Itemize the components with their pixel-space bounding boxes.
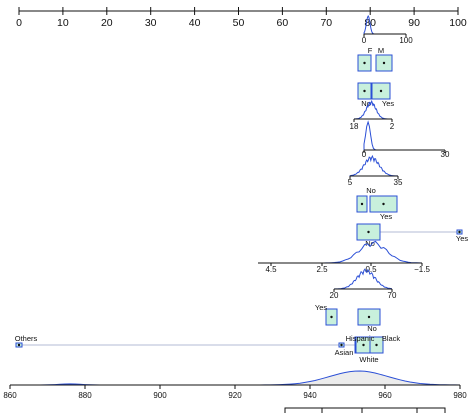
level-label: White (359, 355, 378, 364)
points-axis-tick-label: 30 (145, 17, 157, 29)
variable-row-12: Others Asian Hispanic White Black (15, 334, 401, 364)
total-axis-tick-label: 980 (453, 391, 467, 400)
level-label: Yes (456, 234, 468, 243)
level-point (458, 230, 461, 234)
density-curve (333, 268, 393, 290)
variable-row-7: No Yes (356, 186, 398, 221)
points-axis-tick-label: 10 (57, 17, 69, 29)
variable-row-4: 18 2 (350, 99, 395, 131)
level-label: No (367, 324, 377, 333)
points-axis-tick-label: 20 (101, 17, 113, 29)
level-point (363, 61, 366, 65)
variable-row-1: 0 100 (362, 14, 413, 45)
level-point (375, 343, 378, 347)
variable-axis-tick-label: 5 (348, 178, 353, 187)
level-point (367, 315, 371, 319)
total-density-curve (10, 370, 461, 386)
level-label: Hispanic (346, 334, 375, 343)
level-label: Yes (380, 212, 392, 221)
variable-axis-tick-label: 35 (394, 178, 403, 187)
points-axis-tick-label: 60 (277, 17, 289, 29)
level-point (360, 202, 364, 206)
variable-axis-tick-label: 4.5 (265, 265, 277, 274)
total-axis-tick-label: 900 (153, 391, 167, 400)
level-label: M (378, 46, 384, 55)
level-label: Asian (335, 348, 354, 357)
level-point (382, 202, 385, 206)
density-curve (258, 240, 423, 264)
level-point (362, 343, 365, 347)
variable-row-11: Yes No (315, 303, 381, 333)
level-label: Yes (315, 303, 327, 312)
variable-axis-tick-label: 0 (362, 36, 367, 45)
variable-row-8: No Yes (356, 223, 468, 248)
variable-axis-tick-label: 0.5 (365, 265, 377, 274)
level-label: No (366, 186, 376, 195)
density-curve (363, 120, 445, 151)
points-axis-tick-label: 100 (449, 17, 467, 29)
variable-axis-tick-label: 2.5 (316, 265, 328, 274)
variable-axis-tick-label: 30 (441, 150, 450, 159)
variable-row-10: 20 70 (330, 268, 397, 300)
total-axis-tick-label: 920 (228, 391, 242, 400)
variable-row-3: No Yes (357, 82, 394, 108)
level-point (382, 61, 386, 65)
level-point (379, 89, 383, 93)
variable-axis-tick-label: 2 (390, 122, 395, 131)
variable-row-5: 0 30 (362, 120, 450, 159)
total-axis-tick-label: 860 (3, 391, 17, 400)
level-point (17, 343, 21, 347)
variable-axis-tick-label: 0 (362, 150, 367, 159)
level-label: Yes (382, 99, 394, 108)
variable-axis-tick-label: 70 (388, 291, 397, 300)
variable-row-9: 4.5 2.5 0.5 −1.5 (258, 240, 430, 274)
points-axis-tick-label: 40 (189, 17, 201, 29)
level-label: F (368, 46, 373, 55)
points-axis-tick-label: 0 (16, 17, 22, 29)
points-axis-tick-label: 90 (408, 17, 420, 29)
level-label: Black (382, 334, 401, 343)
bottom-frame (284, 407, 446, 413)
level-point (340, 343, 343, 347)
level-label: No (365, 239, 375, 248)
points-axis-tick-label: 50 (233, 17, 245, 29)
level-point (330, 315, 333, 319)
variable-axis-tick-label: 100 (399, 36, 413, 45)
total-axis-tick-label: 880 (78, 391, 92, 400)
level-label: Others (15, 334, 38, 343)
variable-axis-tick-label: 20 (330, 291, 339, 300)
total-axis-tick-label: 940 (303, 391, 317, 400)
total-axis-tick-label: 960 (378, 391, 392, 400)
density-curve (349, 154, 399, 177)
total-points-axis: 860 880 900 920 940 960 980 (3, 370, 467, 413)
level-point (363, 89, 366, 93)
points-axis-tick-label: 70 (320, 17, 332, 29)
level-point (367, 230, 370, 234)
variable-row-6: 5 35 (348, 154, 403, 187)
level-label: No (361, 99, 371, 108)
variable-axis-tick-label: −1.5 (414, 265, 430, 274)
variable-axis-tick-label: 18 (350, 122, 359, 131)
points-axis: 0 10 20 30 40 50 60 70 80 90 100 (16, 7, 467, 29)
